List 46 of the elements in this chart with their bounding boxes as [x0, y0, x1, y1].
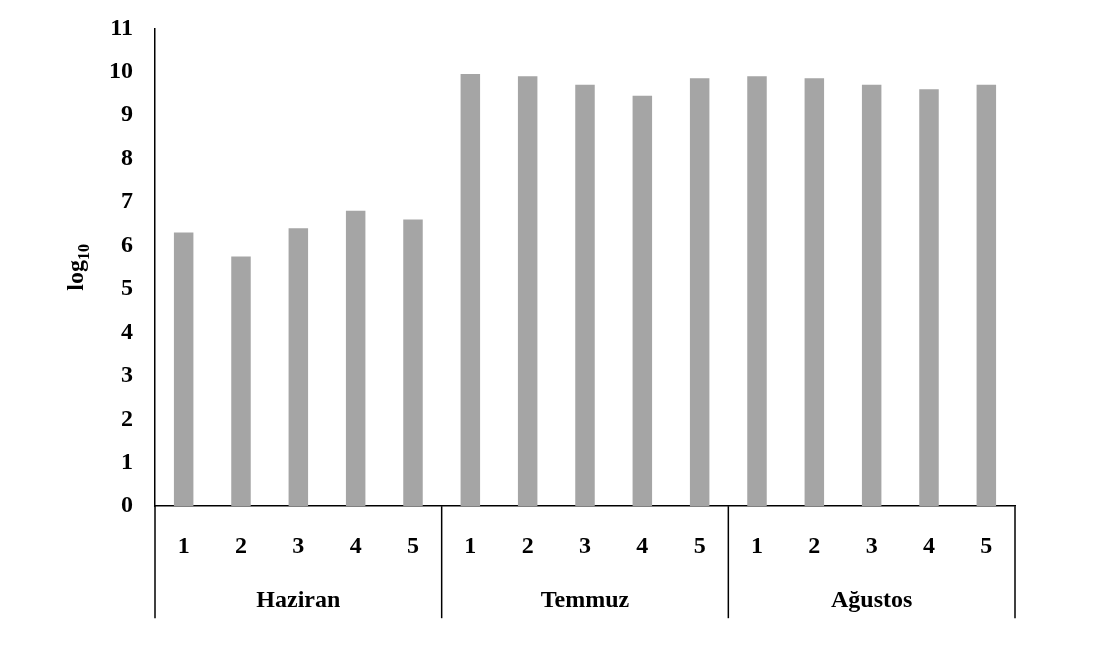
x-tick-label: 4	[349, 531, 362, 558]
y-tick-label: 9	[121, 100, 133, 127]
x-tick-label: 2	[521, 531, 534, 558]
x-tick-label: 3	[292, 531, 305, 558]
x-tick-label: 1	[464, 531, 477, 558]
bar	[231, 256, 251, 507]
y-tick-label: 8	[121, 143, 133, 170]
bar	[976, 84, 997, 507]
bar	[345, 210, 366, 507]
bar	[173, 232, 194, 507]
y-tick-label: 1	[121, 447, 133, 474]
bar	[747, 76, 767, 507]
y-tick-label: 2	[121, 404, 133, 431]
x-tick-label: 5	[980, 531, 993, 558]
y-tick-label: 4	[121, 317, 133, 344]
text: Haziran	[256, 586, 341, 613]
x-tick-label: 3	[579, 531, 591, 558]
x-tick-label: 1	[177, 531, 190, 558]
bar	[919, 89, 939, 507]
x-tick-label: 2	[808, 531, 821, 558]
y-tick-label: 11	[110, 13, 133, 40]
x-tick-label: 2	[235, 531, 247, 558]
x-tick-label: 5	[407, 531, 419, 558]
y-axis-title: log10	[62, 243, 93, 291]
bar	[288, 228, 309, 507]
x-tick-label: 1	[751, 531, 763, 558]
y-tick-label: 5	[121, 274, 133, 301]
x-tick-label: 4	[923, 531, 935, 558]
text: Ağustos	[830, 586, 913, 613]
y-tick-label: 10	[109, 57, 133, 84]
bar	[689, 78, 710, 507]
y-tick-label: 3	[121, 361, 133, 388]
y-tick-label: 6	[121, 230, 133, 257]
bar	[460, 74, 481, 507]
x-tick-label: 4	[636, 531, 649, 558]
text: Temmuz	[540, 586, 630, 613]
bar	[403, 219, 423, 507]
x-tick-label: 3	[865, 531, 878, 558]
bar	[804, 78, 825, 507]
x-tick-label: 5	[693, 531, 706, 558]
y-tick-label: 7	[121, 187, 133, 214]
bar	[517, 76, 538, 507]
y-tick-label: 0	[121, 491, 133, 518]
bar	[632, 95, 653, 507]
bar	[861, 84, 882, 507]
bar	[575, 84, 595, 507]
